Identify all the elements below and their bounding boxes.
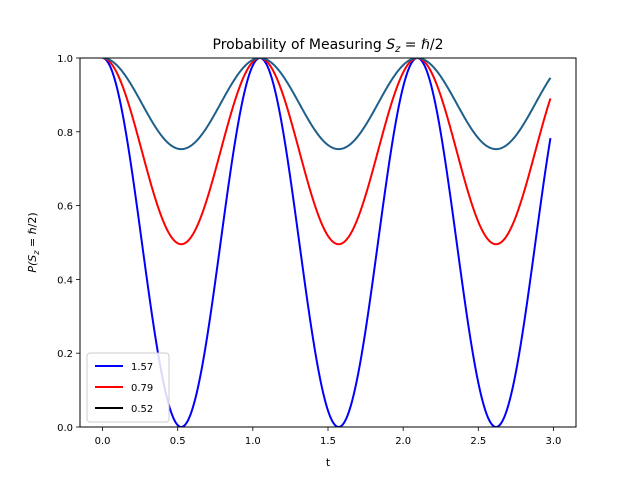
y-tick-label: 1.0 [57,54,73,65]
legend-box [86,352,170,423]
series-line-0-79 [102,58,552,246]
legend-label-0-79: 0.79 [131,383,153,394]
x-tick-label: 0.0 [95,436,111,447]
y-tick-label: 0.8 [57,128,73,139]
legend-label-0-52: 0.52 [131,404,153,415]
x-tick-label: 1.5 [320,436,336,447]
y-tick-label: 0.4 [57,275,73,286]
ticks: 0.0 0.5 1.0 1.5 2.0 2.5 3.0 0.0 0.2 0.4 0.6 0.8 1.0 [57,54,561,447]
series-line-1-57 [102,58,552,427]
x-tick-label: 0.5 [170,436,186,447]
x-tick-label: 3.0 [546,436,562,447]
x-tick-label: 2.0 [395,436,411,447]
series-lines [102,58,552,427]
y-tick-label: 0.0 [57,423,73,434]
x-axis-label: t [326,456,331,469]
x-tick-label: 2.5 [470,436,486,447]
x-tick-label: 1.0 [245,436,261,447]
legend-label-1-57: 1.57 [131,362,153,373]
y-axis-label: P(Sz = ℏ/2) [26,212,41,272]
series-line-0-52 [102,58,552,151]
legend: 1.57 0.79 0.52 [86,352,170,423]
y-tick-label: 0.6 [57,202,73,213]
chart-title: Probability of Measuring Sz = ℏ/2 [213,37,444,55]
y-tick-label: 0.2 [57,349,73,360]
